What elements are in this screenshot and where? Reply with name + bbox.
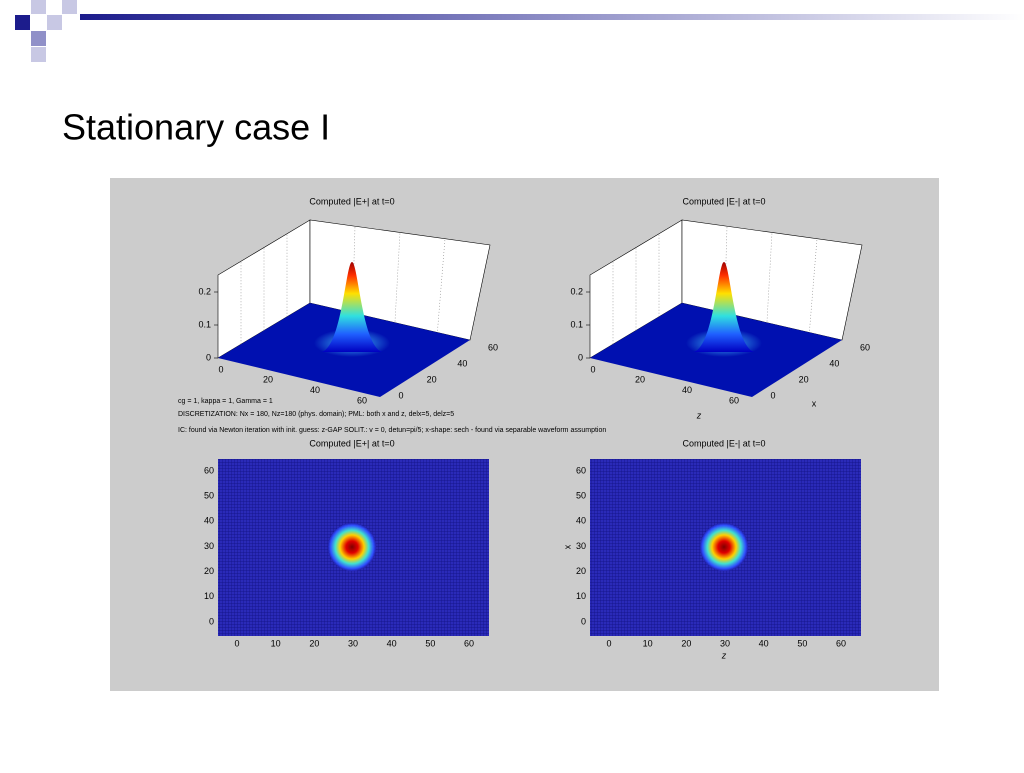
y-tick-label: 60 [488,342,498,352]
x-axis-label: z [721,650,727,660]
panel-title: Computed |E+| at t=0 [309,196,394,206]
z-tick-label: 0 [578,352,583,362]
y-tick-label: 40 [829,358,839,368]
x-tick-label: 20 [263,375,273,385]
y-axis-label: x [812,398,817,408]
x-tick-label: 60 [357,395,367,405]
y-tick-label: 50 [204,491,214,501]
x-tick-label: 60 [464,638,474,648]
annotation: DISCRETIZATION: Nx = 180, Nz=180 (phys. … [178,411,454,418]
x-tick-label: 50 [425,638,435,648]
x-tick-label: 0 [606,638,611,648]
panel-title: Computed |E-| at t=0 [683,438,766,448]
x-tick-label: 40 [682,385,692,395]
x-tick-label: 0 [218,364,223,374]
y-tick-label: 20 [576,566,586,576]
y-tick-label: 60 [576,465,586,475]
x-tick-label: 10 [643,638,653,648]
x-tick-label: 40 [387,638,397,648]
z-tick-label: 0 [206,352,211,362]
decoration [15,0,1024,62]
y-tick-label: 0 [209,616,214,626]
x-tick-label: 20 [635,375,645,385]
z-tick-label: 0.2 [570,286,583,296]
y-tick-label: 20 [427,374,437,384]
x-tick-label: 50 [797,638,807,648]
x-tick-label: 0 [590,364,595,374]
y-tick-label: 10 [576,591,586,601]
grid-line [809,238,818,331]
y-tick-label: 30 [204,541,214,551]
x-tick-label: 60 [836,638,846,648]
y-tick-label: 0 [770,390,775,400]
x-tick-label: 0 [234,638,239,648]
y-tick-label: 60 [860,342,870,352]
y-tick-label: 50 [576,491,586,501]
y-tick-label: 0 [398,390,403,400]
y-tick-label: 0 [581,616,586,626]
x-tick-label: 20 [309,638,319,648]
heatmap-peak [700,523,748,571]
z-tick-label: 0.1 [570,319,583,329]
x-axis-label: z [696,410,702,420]
annotation: IC: found via Newton iteration with init… [178,427,606,434]
y-axis-label: x [562,544,572,549]
y-tick-label: 40 [204,516,214,526]
z-tick-label: 0.2 [198,286,211,296]
y-tick-label: 20 [204,566,214,576]
x-tick-label: 30 [348,638,358,648]
x-tick-label: 40 [759,638,769,648]
y-tick-label: 10 [204,591,214,601]
panel-title: Computed |E+| at t=0 [309,438,394,448]
y-tick-label: 60 [204,465,214,475]
x-tick-label: 40 [310,385,320,395]
x-tick-label: 60 [729,395,739,405]
y-tick-label: 20 [799,374,809,384]
x-tick-label: 30 [720,638,730,648]
annotation: cg = 1, kappa = 1, Gamma = 1 [178,398,273,405]
x-tick-label: 10 [271,638,281,648]
slide-title: Stationary case I [62,107,330,148]
x-tick-label: 20 [681,638,691,648]
panel-title: Computed |E-| at t=0 [683,196,766,206]
z-tick-label: 0.1 [198,319,211,329]
y-tick-label: 40 [457,358,467,368]
y-tick-label: 40 [576,516,586,526]
y-tick-label: 30 [576,541,586,551]
surface-peak [322,262,382,352]
surface-peak [694,262,754,352]
grid-line [437,238,446,331]
heatmap-peak [328,523,376,571]
figure-content: Computed |E+| at t=0 0 0.1 0.2 0 20 40 60 0 20 40 6… [178,196,870,660]
